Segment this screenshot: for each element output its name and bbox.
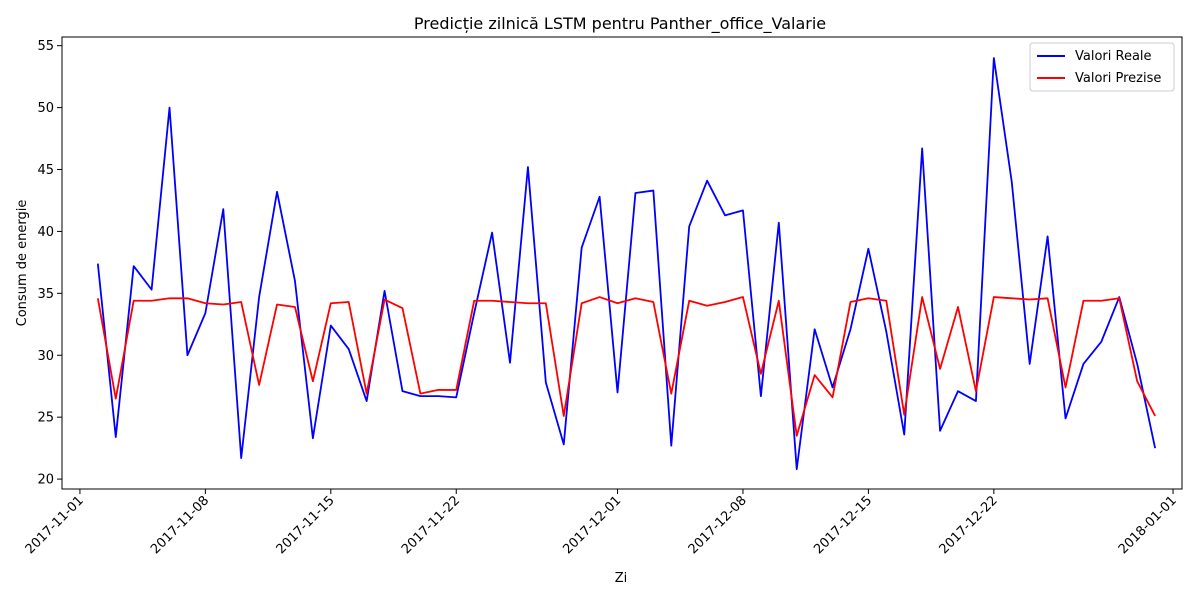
y-tick-label: 35 <box>37 287 54 302</box>
legend: Valori Reale Valori Prezise <box>1029 42 1175 92</box>
legend-label-reale: Valori Reale <box>1075 49 1152 64</box>
y-tick-label: 20 <box>37 473 54 488</box>
y-tick-label: 25 <box>37 411 54 426</box>
x-tick-label: 2017-11-08 <box>148 493 212 557</box>
y-axis-label: Consum de energie <box>15 200 30 327</box>
y-tick-label: 55 <box>37 39 54 54</box>
x-tick-label: 2017-11-15 <box>274 493 338 557</box>
y-axis: 20 25 30 35 40 45 50 55 <box>37 39 62 488</box>
x-tick-label: 2017-12-15 <box>811 493 875 557</box>
x-tick-label: 2017-12-22 <box>937 493 1001 557</box>
x-tick-label: 2017-11-01 <box>23 493 87 557</box>
plot-frame <box>61 36 1183 490</box>
x-tick-label: 2017-11-22 <box>399 493 463 557</box>
series-line-1 <box>96 296 1156 437</box>
y-tick-label: 40 <box>37 225 54 240</box>
legend-box <box>1029 42 1175 92</box>
y-tick-label: 45 <box>37 163 54 178</box>
plot-lines <box>96 57 1157 471</box>
legend-label-prezise: Valori Prezise <box>1075 71 1161 86</box>
x-axis: 2017-11-01 2017-11-08 2017-11-15 2017-11-22… <box>23 489 1180 557</box>
x-tick-label: 2018-01-01 <box>1116 493 1180 557</box>
series-line-0 <box>96 57 1157 471</box>
y-tick-label: 30 <box>37 349 54 364</box>
y-tick-label: 50 <box>37 101 54 116</box>
x-axis-label: Zi <box>615 571 628 586</box>
x-tick-label: 2017-12-01 <box>560 493 624 557</box>
chart-title: Predicție zilnică LSTM pentru Panther_of… <box>414 14 826 34</box>
x-tick-label: 2017-12-08 <box>686 493 750 557</box>
